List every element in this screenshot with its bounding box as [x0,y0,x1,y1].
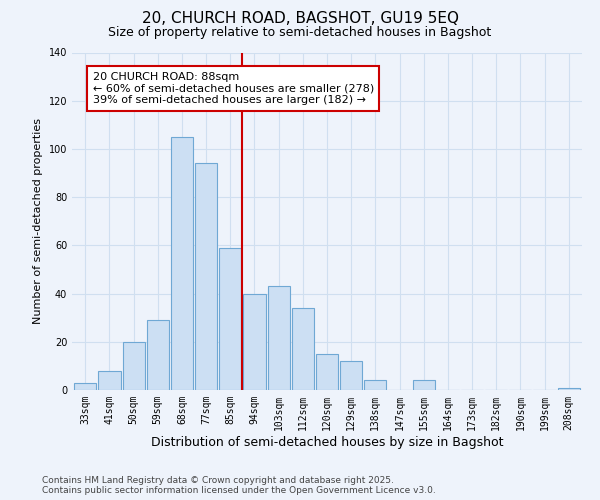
X-axis label: Distribution of semi-detached houses by size in Bagshot: Distribution of semi-detached houses by … [151,436,503,448]
Bar [244,294,266,390]
Text: 20, CHURCH ROAD, BAGSHOT, GU19 5EQ: 20, CHURCH ROAD, BAGSHOT, GU19 5EQ [142,11,458,26]
Bar [219,248,241,390]
Text: Contains HM Land Registry data © Crown copyright and database right 2025.
Contai: Contains HM Land Registry data © Crown c… [42,476,436,495]
Bar [122,342,145,390]
Bar [292,308,314,390]
Bar [340,361,362,390]
Text: Size of property relative to semi-detached houses in Bagshot: Size of property relative to semi-detach… [109,26,491,39]
Bar [268,286,290,390]
Bar [413,380,435,390]
Bar [195,164,217,390]
Bar [146,320,169,390]
Bar [557,388,580,390]
Y-axis label: Number of semi-detached properties: Number of semi-detached properties [33,118,43,324]
Bar [364,380,386,390]
Bar [316,354,338,390]
Bar [98,370,121,390]
Bar [171,137,193,390]
Bar [74,383,97,390]
Text: 20 CHURCH ROAD: 88sqm
← 60% of semi-detached houses are smaller (278)
39% of sem: 20 CHURCH ROAD: 88sqm ← 60% of semi-deta… [92,72,374,105]
